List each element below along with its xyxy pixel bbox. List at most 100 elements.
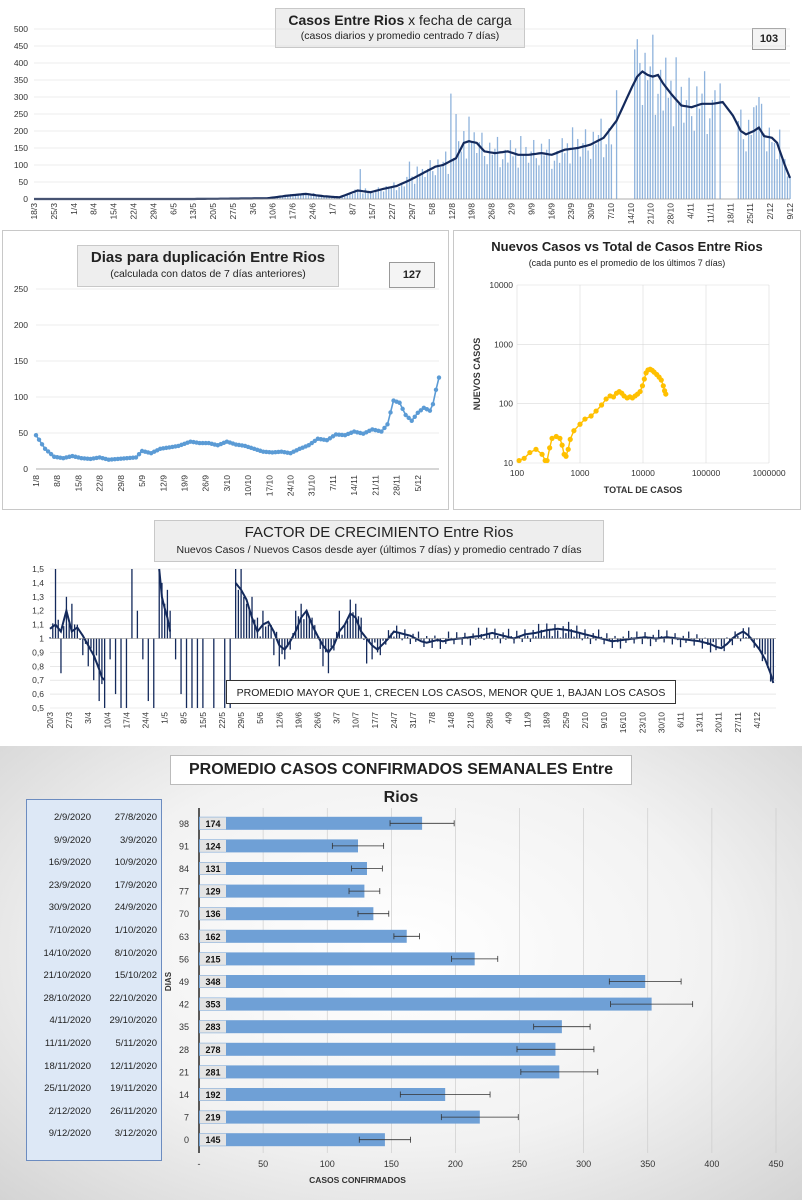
scatter-point [521, 455, 527, 461]
growth-bar [709, 638, 712, 653]
daily-bar [540, 143, 543, 199]
daily-bar [323, 196, 325, 199]
daily-bar [426, 168, 429, 199]
growth-bar [303, 619, 305, 639]
x-tick-label: 17/4 [121, 712, 131, 729]
doubling-point [427, 408, 433, 413]
bar-value-label: 215 [205, 954, 220, 964]
x-tick-label: 20/5 [208, 203, 218, 220]
growth-bar [240, 569, 242, 639]
growth-bar [344, 624, 346, 639]
growth-bar [731, 638, 734, 646]
daily-bar [597, 134, 600, 199]
growth-bar [649, 638, 652, 647]
doubling-point [418, 408, 424, 413]
doubling-point [203, 440, 208, 446]
daily-bar [452, 157, 455, 199]
growth-bar [213, 638, 215, 708]
daily-bar [569, 163, 571, 199]
growth-bar [469, 638, 472, 646]
growth-bar [243, 596, 245, 639]
daily-bar [579, 156, 581, 199]
week-start-date: 29/10/2020 [109, 1015, 157, 1027]
daily-bar [465, 158, 468, 199]
doubling-days-value-box: 127 [389, 262, 435, 288]
growth-bar [554, 624, 556, 639]
daily-bar [318, 194, 320, 199]
week-dates-row: 25/11/2020 19/11/2020 [27, 1083, 161, 1099]
daily-bar [390, 186, 392, 199]
growth-bar [275, 631, 278, 639]
x-tick-label: 7/11 [328, 475, 338, 491]
growth-bar [73, 624, 76, 639]
growth-bar [581, 638, 583, 641]
growth-bar [60, 638, 62, 674]
growth-bar [338, 610, 341, 639]
daily-bar [463, 131, 465, 199]
growth-bar [158, 569, 160, 639]
scatter-point [603, 396, 609, 402]
x-tick-label: 27/11 [733, 712, 743, 733]
x-tick-label: 14/10 [626, 203, 636, 225]
scatter-point [571, 428, 577, 434]
growth-bar [114, 638, 117, 695]
daily-bar [517, 167, 519, 199]
daily-bar [473, 132, 475, 199]
doubling-point [136, 452, 142, 457]
y-tick-label: 200 [14, 126, 28, 136]
x-tick-label: 13/5 [188, 203, 198, 220]
x-axis-title: TOTAL DE CASOS [604, 485, 683, 495]
growth-bar [570, 629, 573, 639]
daily-bar [297, 194, 299, 199]
growth-bar [191, 638, 193, 708]
value-label-bg [200, 1065, 226, 1078]
growth-bar [68, 621, 70, 639]
y-category-label: 84 [179, 864, 189, 874]
daily-bar [602, 157, 605, 199]
x-tick-label: 7/8 [427, 712, 437, 724]
growth-bar [417, 631, 420, 639]
weekly-bar [199, 952, 475, 966]
growth-bar [393, 636, 395, 639]
doubling-point [397, 400, 402, 405]
bar-value-label: 348 [205, 977, 220, 987]
growth-bar [573, 636, 575, 639]
growth-bar [420, 638, 422, 640]
daily-bar [344, 196, 346, 199]
daily-bar [385, 186, 387, 199]
y-tick-label: 100 [14, 160, 28, 170]
growth-bar [131, 569, 133, 639]
weekly-bar [199, 1110, 480, 1124]
daily-bar [693, 130, 695, 199]
doubling-point [309, 440, 314, 446]
daily-bar [753, 107, 755, 199]
x-tick-label: 8/7 [347, 203, 357, 215]
growth-bar [355, 603, 357, 639]
growth-bar [589, 638, 592, 645]
week-dates-row: 4/11/2020 29/10/2020 [27, 1015, 161, 1031]
x-tick-label: 9/12 [785, 203, 795, 220]
value-label-bg [200, 1111, 226, 1124]
growth-bar [614, 635, 616, 639]
growth-bar [529, 638, 532, 642]
x-tick-label: 24/7 [389, 712, 399, 729]
weekly-bar [199, 1133, 385, 1147]
daily-bar [362, 193, 364, 199]
weekly-bar [199, 975, 646, 988]
y-category-label: 63 [179, 932, 189, 942]
x-tick-label: 8/8 [52, 475, 62, 487]
x-tick-label: 29/5 [236, 712, 246, 729]
daily-bar [434, 175, 437, 199]
x-tick-label: 10/6 [268, 203, 278, 220]
doubling-point [433, 387, 439, 392]
growth-bar [363, 638, 365, 641]
growth-bar [305, 610, 308, 639]
daily-bar [369, 190, 372, 199]
scatter-point [559, 442, 565, 448]
y-axis-title: NUEVOS CASOS [472, 338, 482, 411]
x-tick-label: 3/7 [332, 712, 342, 724]
bar-value-label: 136 [205, 909, 220, 919]
daily-bar [678, 103, 680, 199]
week-start-date: 1/10/2020 [114, 925, 157, 936]
daily-bar [703, 71, 706, 199]
